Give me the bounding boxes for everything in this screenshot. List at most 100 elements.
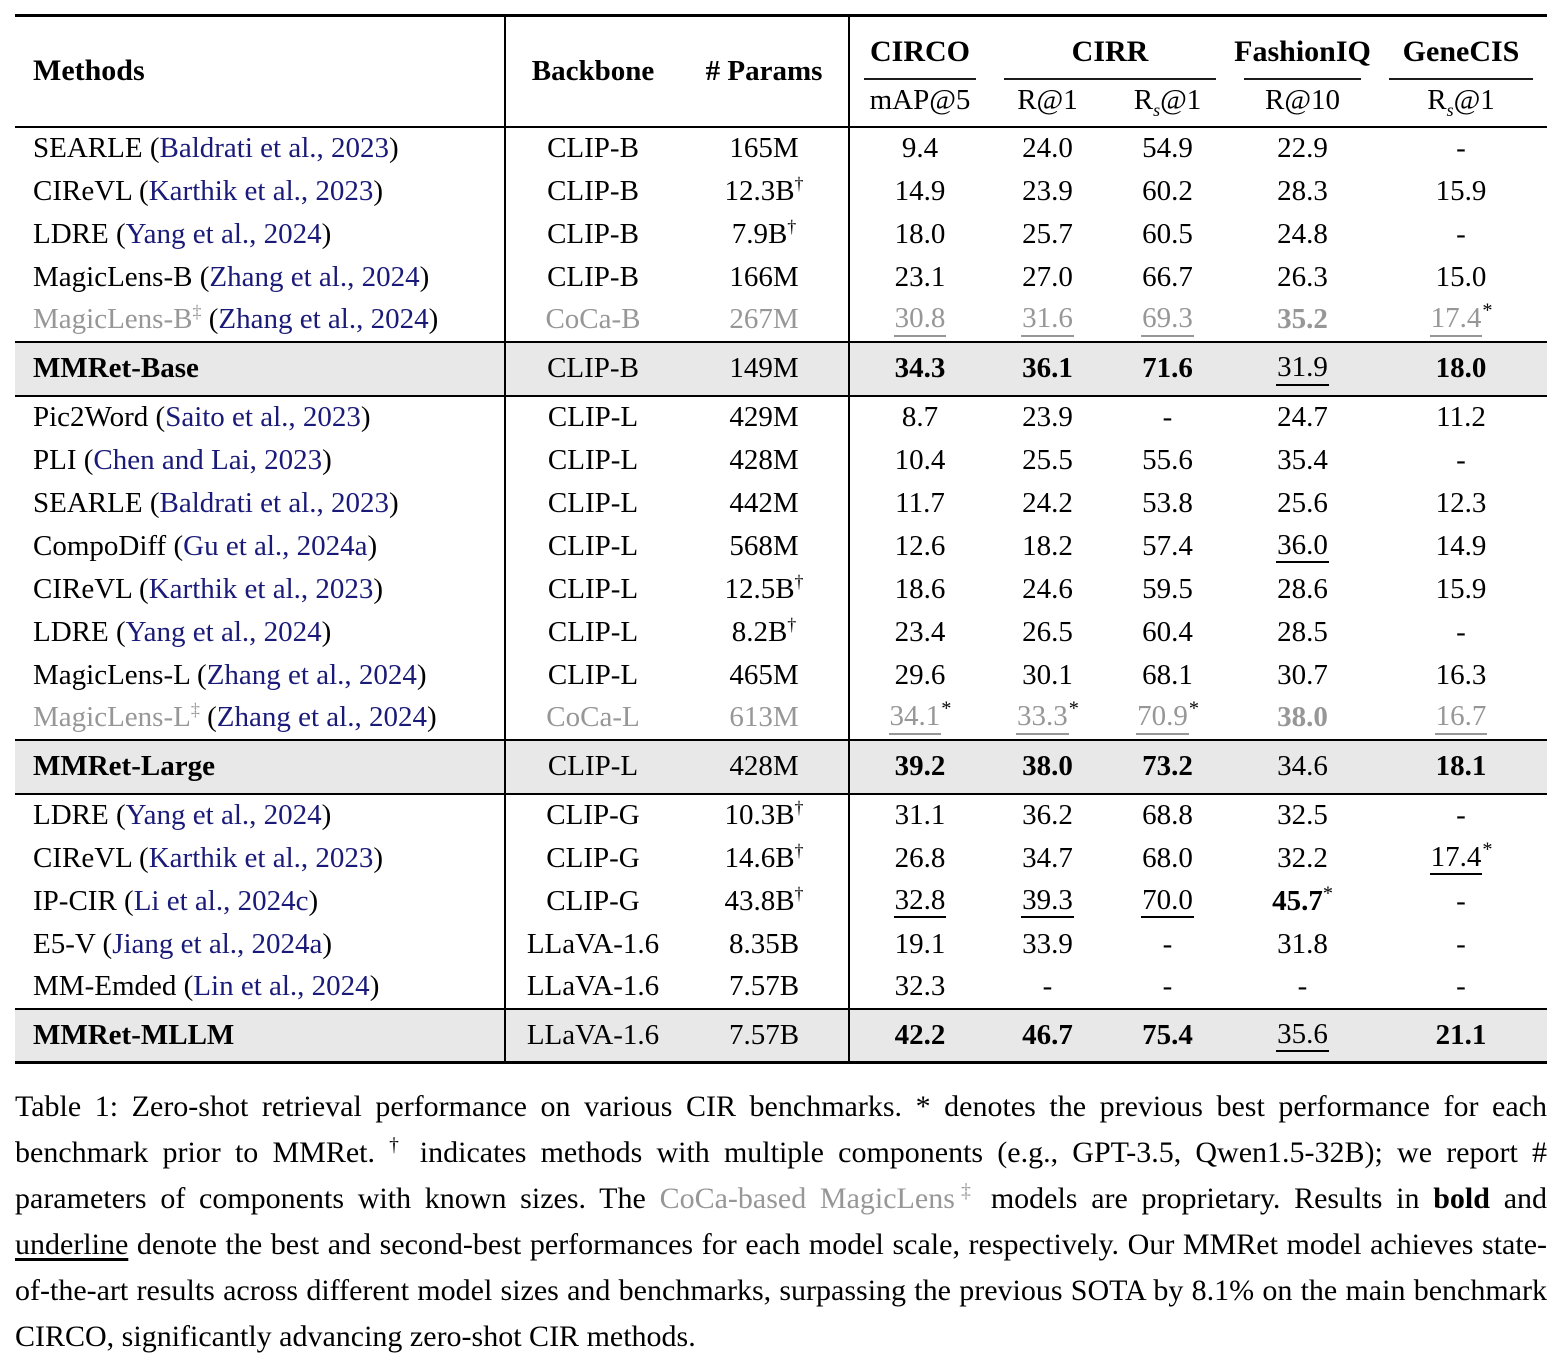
- citation-link[interactable]: Zhang et al., 2024: [209, 260, 420, 293]
- metric-value: -: [1456, 970, 1466, 1002]
- params-cell: 613M: [680, 696, 850, 740]
- metric-value: 28.3: [1277, 174, 1328, 207]
- citation-paren: (: [83, 443, 94, 476]
- method-cell: LDRE (Yang et al., 2024): [15, 793, 506, 837]
- metric-value: 17.4*: [1375, 837, 1547, 880]
- second-best-underline: 69.3: [1141, 303, 1194, 337]
- best-bold: 73.2: [1142, 750, 1193, 782]
- metric-value: -: [1162, 927, 1173, 960]
- metric-value: 59.5: [1142, 572, 1193, 605]
- metric-value: 8.7: [901, 401, 939, 433]
- metric-value: 26.3: [1277, 260, 1328, 293]
- metric-value: 22.9: [1277, 132, 1328, 164]
- backbone-cell: LLaVA-1.6: [526, 970, 660, 1002]
- group-header-row: Methods Backbone # Params CIRCO CIRR Fas…: [15, 15, 1547, 128]
- metric-value: -: [1297, 970, 1308, 1002]
- citation-link[interactable]: Saito et al., 2023: [165, 401, 361, 433]
- dagger-mark: †: [794, 172, 804, 193]
- metric-value: 60.5: [1142, 217, 1193, 250]
- method-row: CompoDiff (Gu et al., 2024a) CLIP-L 568M 12…: [15, 524, 1547, 568]
- citation-link[interactable]: Gu et al., 2024a: [183, 529, 368, 562]
- metric-value: 57.4: [1142, 529, 1193, 562]
- metric-value: 34.3: [849, 340, 990, 397]
- metric-value: -: [1162, 970, 1173, 1002]
- metric-value: -: [1162, 401, 1173, 433]
- caption-segment: ‡: [954, 1181, 978, 1202]
- params-cell: 10.3B†: [680, 793, 850, 837]
- backbone-cell: CLIP-B: [547, 132, 639, 164]
- metric-value: 32.8: [849, 880, 990, 923]
- citation-link[interactable]: Zhang et al., 2024: [216, 701, 427, 733]
- best-bold: 21.1: [1435, 1018, 1487, 1051]
- citation-link[interactable]: Jiang et al., 2024a: [112, 927, 323, 960]
- second-best-underline: 30.8: [893, 303, 947, 337]
- metric-value: 28.5: [1277, 615, 1328, 648]
- metric-value: 35.6: [1230, 1007, 1376, 1064]
- metric-value: 68.0: [1142, 841, 1193, 874]
- second-best-underline: 17.4: [1429, 841, 1483, 876]
- citation-link[interactable]: Yang et al., 2024: [125, 217, 322, 250]
- metric-value: 15.9: [1435, 572, 1487, 605]
- citation-paren: ): [308, 884, 319, 917]
- caption-segment: indicates methods with multiple componen…: [15, 1136, 1548, 1215]
- citation-paren: (: [155, 401, 166, 433]
- citation-link[interactable]: Li et al., 2024c: [133, 884, 309, 917]
- metric-value: 32.3: [894, 970, 946, 1002]
- metric-value: 70.9*: [1105, 697, 1230, 740]
- metric-value: 25.7: [1022, 217, 1073, 250]
- citation-link[interactable]: Zhang et al., 2024: [218, 303, 429, 335]
- params-cell: 14.6B†: [680, 836, 850, 880]
- params-cell: 12.3B†: [680, 169, 850, 213]
- citation-link[interactable]: Yang et al., 2024: [125, 615, 322, 648]
- metric-value: 11.7: [895, 486, 945, 519]
- method-name: LDRE: [33, 217, 109, 250]
- backbone-cell: CoCa-L: [546, 701, 640, 733]
- citation-paren: (: [115, 217, 126, 250]
- summary-row: MMRet-MLLM LLaVA-1.6 7.57B 42.2 46.7 75.4 35.6…: [15, 1007, 1548, 1064]
- metric-value: 39.3: [990, 880, 1105, 923]
- citation-link[interactable]: Baldrati et al., 2023: [159, 132, 390, 164]
- citation-link[interactable]: Yang et al., 2024: [125, 799, 322, 831]
- second-best-underline: 16.7: [1434, 701, 1488, 735]
- group-label: CIRCO: [869, 34, 970, 68]
- params-cell: 429M: [680, 395, 850, 439]
- metric-value: 30.7: [1277, 658, 1328, 691]
- params-cell: 267M: [680, 298, 850, 342]
- metric-value: 34.6: [1230, 738, 1376, 795]
- second-best-underline: 17.4: [1429, 303, 1483, 337]
- citation-link[interactable]: Zhang et al., 2024: [206, 658, 417, 691]
- group-underline: [1244, 77, 1362, 80]
- citation-paren: ): [419, 260, 430, 293]
- metric-value: 32.2: [1277, 841, 1328, 874]
- metric-value: 66.7: [1142, 260, 1193, 293]
- citation-link[interactable]: Baldrati et al., 2023: [159, 486, 390, 519]
- col-header-params: # Params: [680, 15, 850, 128]
- citation-paren: (: [139, 841, 149, 874]
- col-header-backbone: Backbone: [505, 15, 680, 128]
- metric-value: 10.4: [894, 443, 946, 476]
- metric-value: 70.0: [1105, 880, 1230, 923]
- table-caption: Table 1: Zero-shot retrieval performance…: [15, 1084, 1547, 1360]
- metric-value: 14.9: [1435, 529, 1487, 562]
- metric-value: 23.9: [1022, 174, 1073, 207]
- dagger-mark: †: [794, 839, 804, 860]
- citation-paren: (: [139, 174, 149, 207]
- metric-value: 15.0: [1435, 260, 1487, 293]
- metric-value: 36.0: [1230, 525, 1375, 568]
- citation-link[interactable]: Karthik et al., 2023: [148, 572, 374, 605]
- metric-value: 54.9: [1142, 132, 1193, 164]
- prev-best-star: *: [1482, 838, 1493, 861]
- metric-value: 46.7: [990, 1007, 1105, 1064]
- metric-value: 73.2: [1105, 738, 1231, 795]
- group-label: FashionIQ: [1234, 34, 1371, 68]
- citation-link[interactable]: Lin et al., 2024: [193, 970, 370, 1002]
- citation-link[interactable]: Karthik et al., 2023: [148, 841, 374, 874]
- citation-link[interactable]: Chen and Lai, 2023: [93, 443, 323, 476]
- citation-paren: ): [389, 486, 399, 519]
- citation-link[interactable]: Karthik et al., 2023: [148, 174, 374, 207]
- prev-best-star: *: [1482, 299, 1493, 322]
- citation-paren: (: [183, 970, 194, 1002]
- method-cell: MagicLens-L‡ (Zhang et al., 2024): [15, 696, 506, 740]
- metric-value: 18.0: [894, 217, 946, 250]
